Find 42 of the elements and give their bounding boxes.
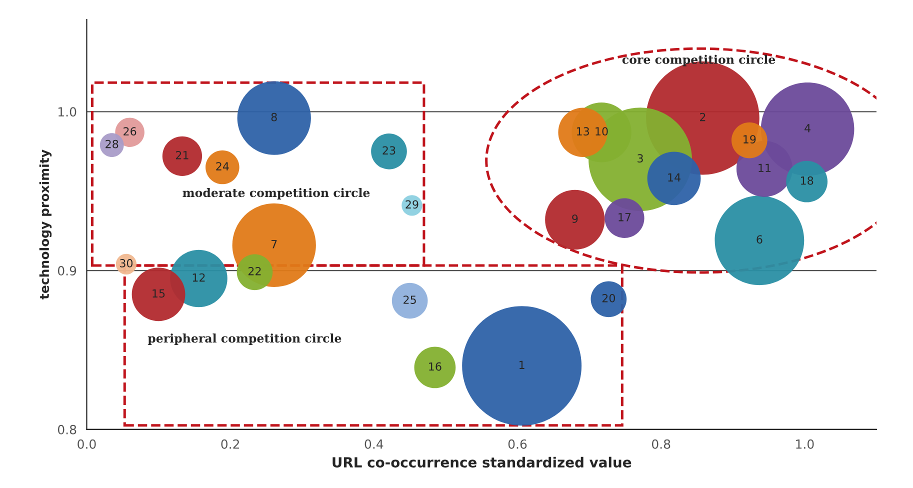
series-label: 29 [406, 200, 418, 209]
series-label: 14 [668, 173, 680, 182]
series-label: 19 [744, 135, 756, 144]
series-label: 23 [382, 146, 396, 155]
series-label: 24 [216, 162, 229, 170]
y-tick-label: 0.9 [58, 266, 76, 276]
series-label: 28 [106, 140, 118, 148]
x-tick-label: 1.0 [796, 439, 814, 449]
series-label: 12 [192, 273, 205, 282]
x-tick-label: 0.6 [508, 439, 527, 449]
x-tick-label: 0.8 [652, 439, 670, 449]
series-label: 1 [520, 360, 524, 369]
x-tick-label: 0.2 [221, 439, 240, 449]
series-label: 2 [700, 112, 706, 122]
series-label: 11 [758, 164, 771, 172]
x-tick-label: 0.4 [364, 439, 384, 449]
series-label: 26 [124, 127, 136, 136]
series-label: 22 [248, 266, 261, 276]
series-label: 3 [638, 154, 643, 163]
y-axis-title: technology proximity [39, 150, 52, 300]
annotation: peripheral competition circle [148, 334, 342, 345]
y-tick-label: 1.0 [58, 107, 76, 117]
series-label: 17 [618, 213, 631, 222]
x-tick-label: 0.0 [78, 439, 96, 449]
series-label: 9 [572, 214, 578, 223]
y-tick-label: 0.8 [58, 424, 76, 434]
series-label: 18 [800, 176, 814, 185]
series-label: 13 [576, 127, 590, 136]
series-label: 10 [596, 127, 608, 136]
series-label: 30 [120, 259, 133, 268]
series-label: 15 [152, 289, 165, 298]
series-label: 20 [602, 294, 616, 302]
series-label: 21 [176, 150, 188, 160]
series-label: 4 [804, 124, 810, 132]
annotation: moderate competition circle [182, 188, 370, 200]
series-label: 6 [756, 235, 762, 244]
x-axis-title: URL co-occurrence standardized value [332, 456, 632, 468]
annotation: core competition circle [622, 54, 776, 66]
series-label: 7 [271, 240, 277, 248]
series-label: 16 [429, 362, 442, 371]
series-label: 25 [404, 296, 416, 304]
series-label: 8 [271, 112, 277, 122]
